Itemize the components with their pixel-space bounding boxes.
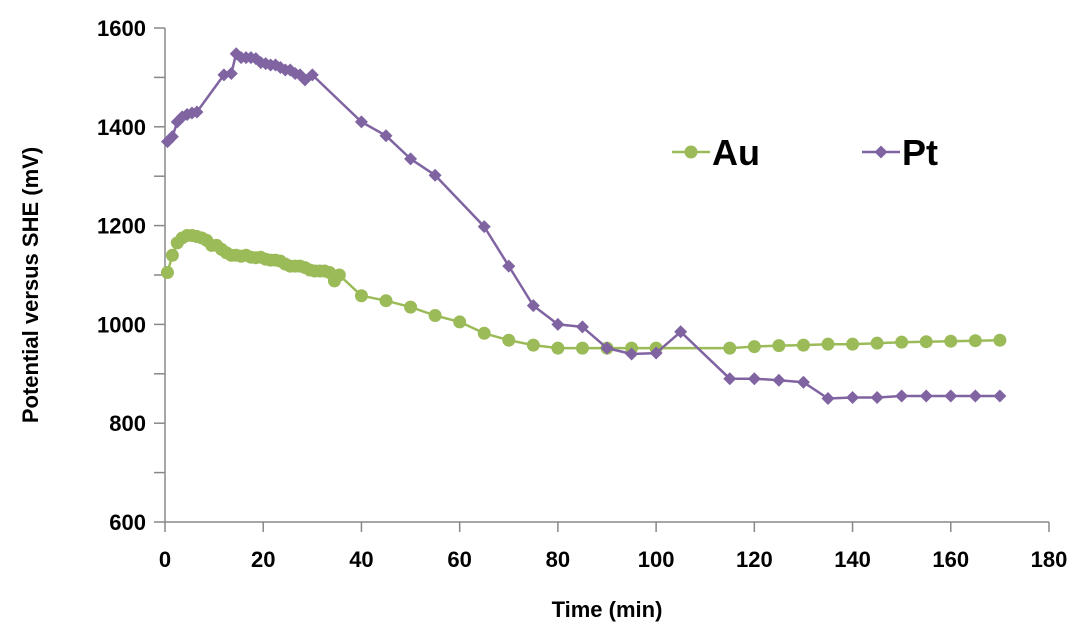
data-point-pt <box>895 389 909 403</box>
x-tick-label: 80 <box>546 547 570 572</box>
data-point-au <box>379 294 393 308</box>
data-point-au <box>919 335 933 349</box>
x-tick-label: 20 <box>251 547 275 572</box>
data-point-pt <box>551 317 565 331</box>
legend-label: Au <box>712 132 760 173</box>
x-tick-label: 40 <box>349 547 373 572</box>
data-point-pt <box>846 391 860 405</box>
data-point-au <box>772 339 786 353</box>
legend-label: Pt <box>902 132 938 173</box>
series-pt <box>160 47 1007 405</box>
x-tick-label: 120 <box>736 547 773 572</box>
y-tick-label: 600 <box>109 510 146 535</box>
data-point-au <box>404 300 418 314</box>
data-point-pt <box>502 259 516 273</box>
legend-marker <box>874 145 888 159</box>
data-point-pt <box>428 168 442 182</box>
x-tick-label: 140 <box>834 547 871 572</box>
data-point-au <box>453 315 467 329</box>
y-tick-label: 1600 <box>97 16 146 41</box>
data-point-au <box>944 334 958 348</box>
y-tick-label: 800 <box>109 411 146 436</box>
data-point-pt <box>723 372 737 386</box>
data-point-pt <box>224 66 238 80</box>
y-tick-labels: 600 800 1000 1200 1400 1600 <box>97 16 146 535</box>
data-point-au <box>575 341 589 355</box>
data-point-pt <box>575 320 589 334</box>
data-point-pt <box>165 130 179 144</box>
data-point-au <box>165 248 179 262</box>
data-point-pt <box>600 341 614 355</box>
series-layer <box>160 47 1007 405</box>
data-point-au <box>723 341 737 355</box>
data-point-au <box>993 333 1007 347</box>
x-tick-label: 100 <box>638 547 675 572</box>
data-point-au <box>477 326 491 340</box>
data-point-pt <box>526 299 540 313</box>
y-tick-label: 1400 <box>97 115 146 140</box>
data-point-pt <box>477 220 491 234</box>
data-point-au <box>796 338 810 352</box>
legend-marker <box>684 145 698 159</box>
data-point-pt <box>821 392 835 405</box>
data-point-au <box>846 337 860 351</box>
data-point-pt <box>625 347 639 361</box>
x-tick-label: 60 <box>447 547 471 572</box>
data-point-pt <box>649 346 663 360</box>
x-tick-marks <box>164 522 1050 532</box>
data-point-pt <box>968 389 982 403</box>
y-tick-label: 1000 <box>97 312 146 337</box>
data-point-au <box>870 336 884 350</box>
data-point-pt <box>993 389 1007 403</box>
y-tick-marks <box>154 27 165 523</box>
data-point-pt <box>379 129 393 143</box>
data-point-au <box>502 333 516 347</box>
data-point-au <box>526 338 540 352</box>
data-point-pt <box>870 391 884 405</box>
data-point-au <box>895 335 909 349</box>
data-point-au <box>428 309 442 323</box>
legend-item-pt: Pt <box>862 132 938 173</box>
data-point-pt <box>305 68 319 82</box>
y-axis-label: Potential versus SHE (mV) <box>18 147 43 423</box>
y-tick-label: 1200 <box>97 214 146 239</box>
series-au <box>160 228 1007 355</box>
data-point-au <box>747 340 761 354</box>
data-point-au <box>968 334 982 348</box>
data-point-pt <box>919 389 933 403</box>
data-point-au <box>332 268 346 282</box>
data-point-pt <box>944 389 958 403</box>
data-point-au <box>354 289 368 303</box>
data-point-au <box>160 266 174 280</box>
data-point-au <box>821 337 835 351</box>
data-point-pt <box>404 152 418 166</box>
data-point-pt <box>354 115 368 129</box>
x-tick-label: 160 <box>932 547 969 572</box>
x-tick-label: 0 <box>159 547 171 572</box>
data-point-au <box>551 341 565 355</box>
legend: Au Pt <box>672 132 938 173</box>
x-axis-label: Time (min) <box>552 597 663 622</box>
data-point-pt <box>796 375 810 389</box>
data-point-pt <box>674 325 688 339</box>
data-point-pt <box>190 105 204 119</box>
x-tick-labels: 0 20 40 60 80 100 120 140 160 180 <box>159 547 1067 572</box>
legend-item-au: Au <box>672 132 760 173</box>
x-tick-label: 180 <box>1031 547 1068 572</box>
data-point-pt <box>772 373 786 387</box>
data-point-pt <box>747 372 761 386</box>
